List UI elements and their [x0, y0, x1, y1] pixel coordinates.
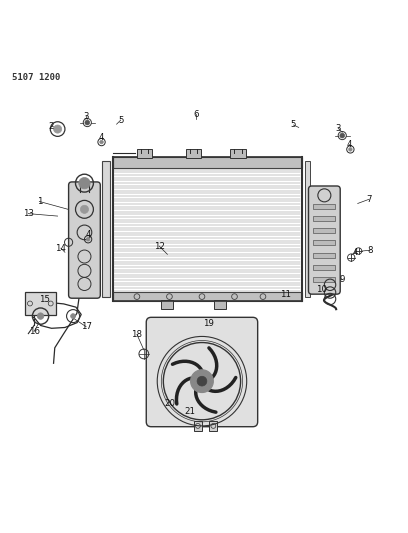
Bar — [313, 204, 335, 209]
Bar — [313, 277, 335, 282]
Text: 10: 10 — [317, 285, 327, 294]
Bar — [113, 157, 302, 301]
Bar — [194, 421, 202, 431]
Text: 5: 5 — [118, 116, 123, 125]
FancyBboxPatch shape — [69, 182, 100, 298]
Circle shape — [37, 313, 44, 319]
Bar — [102, 161, 110, 297]
Circle shape — [53, 125, 62, 133]
FancyBboxPatch shape — [308, 186, 340, 294]
Text: 4: 4 — [85, 230, 91, 239]
Bar — [137, 149, 152, 158]
Text: 19: 19 — [203, 319, 213, 328]
Bar — [113, 292, 302, 301]
Text: 7: 7 — [366, 195, 371, 204]
Circle shape — [100, 140, 103, 144]
Bar — [313, 228, 335, 233]
Bar — [186, 149, 201, 158]
Text: 3: 3 — [83, 111, 89, 120]
Text: 20: 20 — [164, 399, 175, 408]
Circle shape — [71, 313, 75, 319]
Text: 18: 18 — [131, 330, 142, 339]
Text: 5107 1200: 5107 1200 — [12, 73, 60, 82]
Text: 17: 17 — [81, 322, 91, 331]
Circle shape — [79, 177, 90, 189]
Text: 14: 14 — [55, 244, 67, 253]
Bar — [313, 253, 335, 257]
Bar — [231, 149, 246, 158]
Text: 8: 8 — [367, 246, 373, 255]
Bar — [313, 265, 335, 270]
Bar — [305, 161, 310, 297]
Circle shape — [197, 376, 207, 386]
Text: 15: 15 — [39, 295, 50, 304]
Text: 11: 11 — [280, 289, 291, 298]
Text: 4: 4 — [347, 140, 353, 149]
Text: 6: 6 — [193, 109, 199, 118]
Circle shape — [191, 370, 213, 392]
Text: 2: 2 — [49, 122, 54, 131]
Circle shape — [86, 237, 90, 241]
Circle shape — [85, 120, 90, 125]
Text: 4: 4 — [99, 133, 104, 142]
Text: 3: 3 — [335, 124, 341, 133]
Bar — [161, 300, 173, 309]
Bar — [209, 421, 217, 431]
Circle shape — [348, 148, 352, 151]
Text: 12: 12 — [154, 241, 165, 251]
Text: 9: 9 — [339, 275, 345, 284]
Bar — [313, 216, 335, 221]
Text: 21: 21 — [184, 407, 195, 416]
Text: 5: 5 — [291, 120, 296, 130]
Bar — [214, 300, 226, 309]
Text: 16: 16 — [29, 327, 40, 336]
FancyBboxPatch shape — [146, 317, 258, 427]
Bar — [113, 157, 302, 168]
Circle shape — [340, 133, 345, 138]
Circle shape — [80, 205, 89, 213]
Bar — [25, 292, 55, 316]
Text: 4: 4 — [353, 248, 358, 257]
Text: 1: 1 — [37, 197, 42, 206]
Bar — [313, 240, 335, 245]
Text: 13: 13 — [23, 209, 34, 218]
